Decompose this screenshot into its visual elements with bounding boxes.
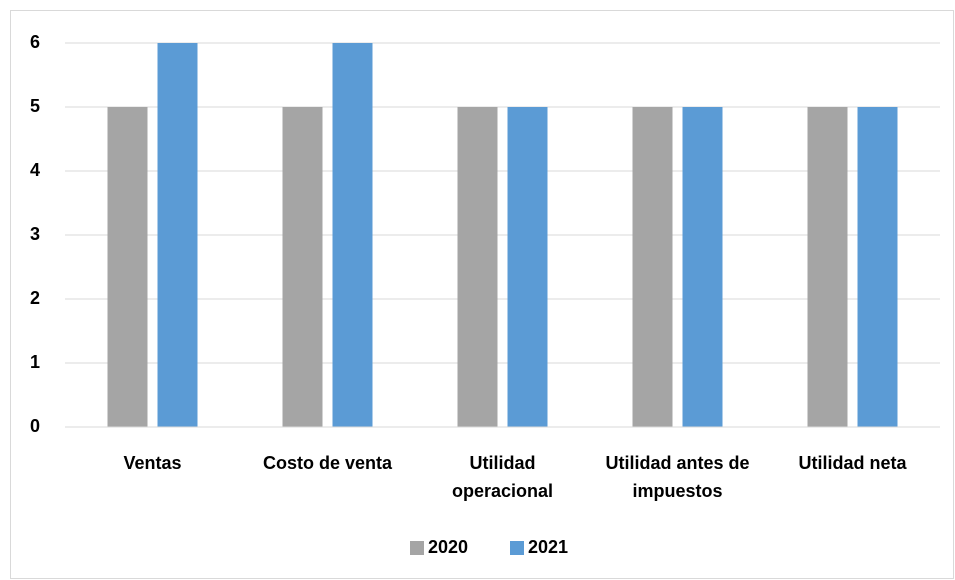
x-tick-label: Utilidad antes de impuestos <box>605 453 750 501</box>
legend-swatch <box>410 541 424 555</box>
bar <box>632 107 673 427</box>
x-tick-label: Utilidad neta <box>798 453 907 473</box>
legend-label: 2021 <box>528 537 568 557</box>
legend-label: 2020 <box>428 537 468 557</box>
y-tick-label: 0 <box>30 416 40 436</box>
y-tick-label: 4 <box>30 160 40 180</box>
bar <box>807 107 848 427</box>
bar <box>107 107 148 427</box>
legend-swatch <box>510 541 524 555</box>
y-tick-label: 5 <box>30 96 40 116</box>
y-tick-label: 1 <box>30 352 40 372</box>
bar <box>507 107 548 427</box>
bar <box>282 107 323 427</box>
y-tick-label: 3 <box>30 224 40 244</box>
bar <box>682 107 723 427</box>
bar <box>332 43 373 427</box>
y-tick-label: 6 <box>30 32 40 52</box>
bar <box>457 107 498 427</box>
x-tick-label: Utilidad operacional <box>451 453 554 501</box>
bar <box>857 107 898 427</box>
y-tick-label: 2 <box>30 288 40 308</box>
bar <box>157 43 198 427</box>
x-tick-label: Ventas <box>123 453 182 473</box>
x-tick-label: Costo de venta <box>262 453 393 473</box>
